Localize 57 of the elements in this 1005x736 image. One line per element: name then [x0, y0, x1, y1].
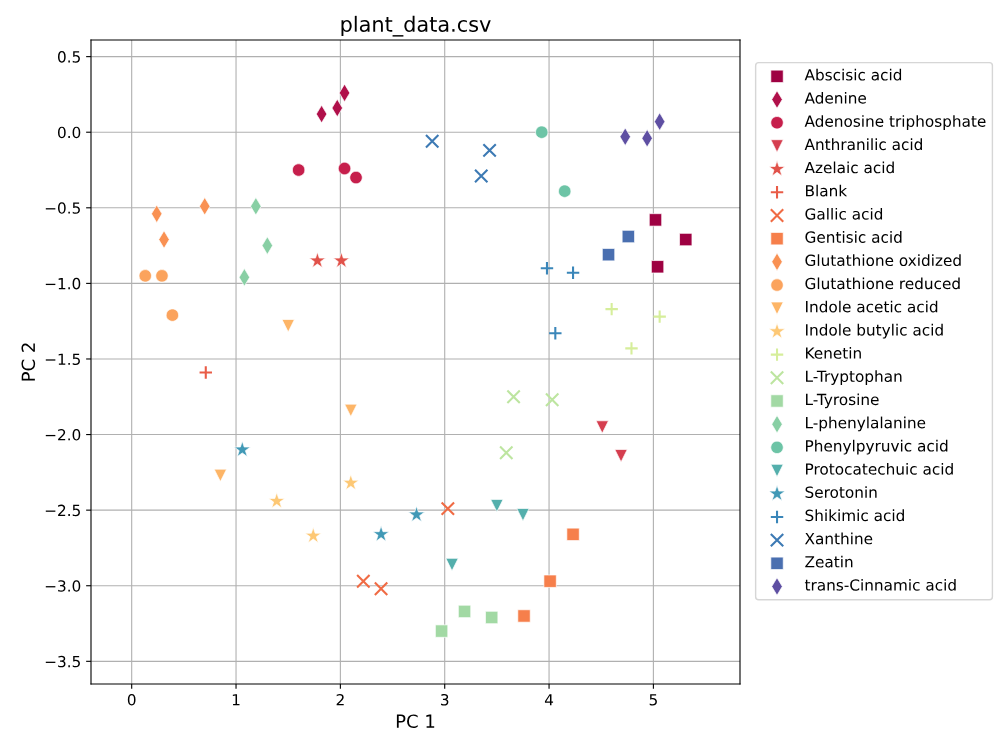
point — [506, 389, 521, 405]
y-tick-label: 0.5 — [57, 51, 80, 63]
legend-label: L-Tryptophan — [806, 370, 902, 385]
x-tick-label: 0 — [127, 693, 136, 706]
legend-label: Protocatechuic acid — [806, 462, 953, 475]
point — [482, 143, 497, 158]
x-tick-label: 1 — [232, 694, 240, 706]
legend-label: Azelaic acid — [804, 161, 894, 174]
y-tick-label: −2.0 — [45, 429, 81, 441]
x-tick-label: 5 — [649, 694, 657, 706]
y-tick-label: 0.0 — [57, 126, 81, 139]
legend-label: trans-Cinnamic acid — [804, 578, 956, 591]
legend-label: Indole acetic acid — [806, 300, 938, 313]
point — [198, 365, 214, 380]
point — [548, 326, 563, 341]
legend-label: Phenylpyruvic acid — [806, 439, 948, 455]
legend-label: Abscisic acid — [804, 68, 902, 81]
legend-label: Serotonin — [805, 486, 877, 498]
legend-label: Gentisic acid — [805, 231, 902, 243]
legend-label: L-Tyrosine — [806, 393, 879, 409]
point — [373, 581, 389, 597]
x-axis-title: PC 1 — [396, 714, 435, 729]
point — [440, 501, 456, 516]
legend-label: L-phenylalanine — [806, 416, 926, 432]
point — [356, 573, 371, 589]
legend-label: Adenosine triphosphate — [804, 115, 986, 130]
legend-label: Zeatin — [805, 555, 853, 568]
y-axis-title: PC 2 — [21, 343, 36, 381]
point — [424, 134, 440, 149]
legend-label: Shikimic acid — [805, 509, 904, 522]
point — [544, 392, 560, 408]
y-tick-label: −1.5 — [45, 353, 80, 365]
point — [473, 168, 489, 184]
y-tick-label: −2.5 — [45, 504, 80, 517]
legend-label: Adenine — [804, 91, 867, 104]
y-tick-label: −3.0 — [45, 580, 81, 592]
chart-title: plant_data.csv — [341, 15, 491, 37]
point — [604, 301, 619, 317]
legend-label: Glutathione reduced — [805, 277, 960, 290]
legend-label: Kenetin — [806, 347, 861, 359]
legend-label: Gallic acid — [805, 207, 883, 220]
point — [499, 445, 514, 460]
x-tick-label: 2 — [336, 693, 344, 706]
legend-label: Glutathione oxidized — [805, 254, 961, 267]
point — [565, 265, 581, 281]
x-tick-label: 3 — [441, 693, 449, 706]
point — [539, 261, 555, 276]
point — [652, 309, 667, 324]
legend-label: Anthranilic acid — [804, 138, 922, 151]
point — [624, 341, 639, 356]
x-tick-label: 4 — [544, 694, 554, 706]
legend-label: Xanthine — [804, 532, 873, 545]
y-tick-label: −1.0 — [45, 277, 81, 290]
legend-label: Indole butylic acid — [806, 323, 943, 339]
legend-label: Blank — [806, 184, 848, 197]
y-tick-label: −3.5 — [45, 655, 80, 668]
y-tick-label: −0.5 — [45, 202, 80, 214]
